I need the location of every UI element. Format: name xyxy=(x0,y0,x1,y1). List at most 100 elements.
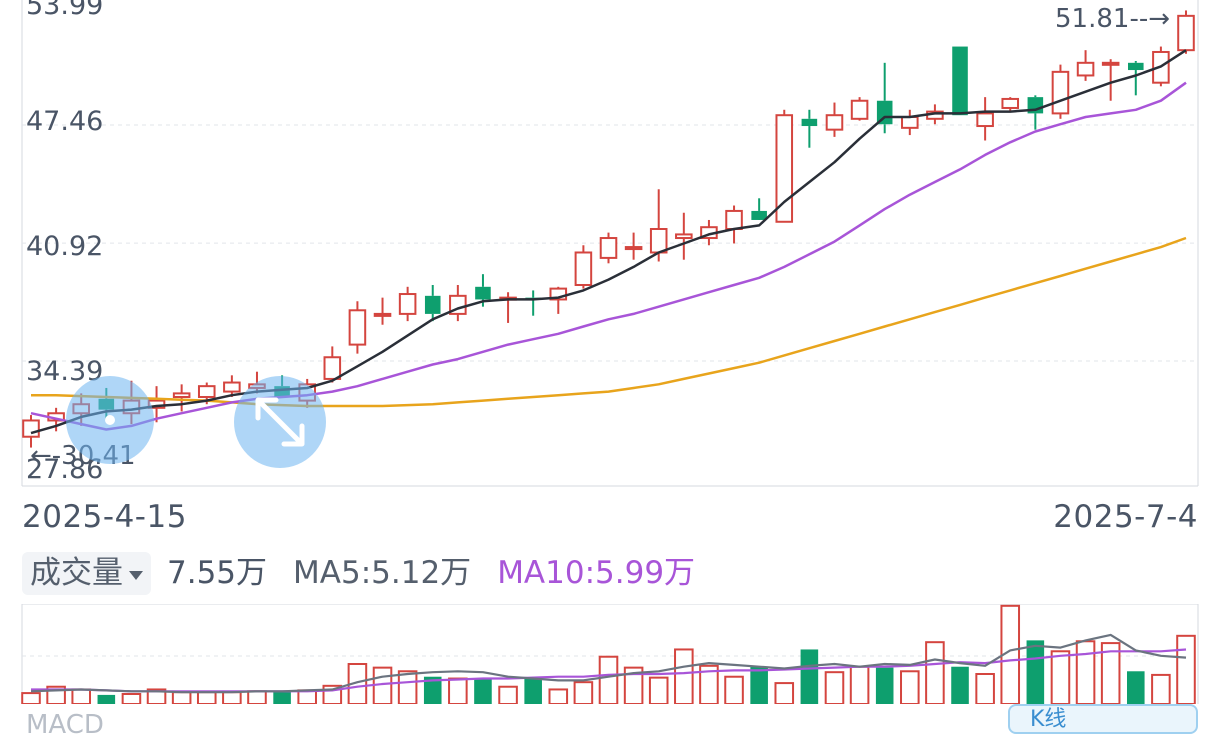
volume-bar-up xyxy=(548,688,569,704)
volume-bar-down xyxy=(800,649,819,704)
date-axis-start: 2025-4-15 xyxy=(22,499,187,535)
candle-body-down xyxy=(424,295,441,314)
candle-body-up xyxy=(549,287,568,301)
candle-body-up xyxy=(1101,61,1120,66)
volume-bar-down xyxy=(951,666,969,704)
candle-body-up xyxy=(1051,70,1070,115)
candle-body-up xyxy=(22,419,40,438)
candle-body-up xyxy=(323,356,342,380)
volume-bar-up xyxy=(824,671,845,704)
volume-bar-up xyxy=(121,693,142,704)
candle xyxy=(373,297,392,325)
volume-bar-up xyxy=(925,641,945,704)
volume-bar-up xyxy=(623,666,644,704)
volume-bar-down xyxy=(423,676,442,704)
candle-body-down xyxy=(475,286,491,300)
volume-bar-down xyxy=(273,691,291,704)
volume-bar-up xyxy=(1151,673,1171,704)
candle-body-down xyxy=(801,118,818,127)
candle xyxy=(751,198,767,220)
price-axis-label-2: 47.46 xyxy=(26,106,104,137)
volume-bar-up xyxy=(1100,642,1121,704)
volume-bar-down xyxy=(524,677,542,704)
ma-long-line xyxy=(31,236,1187,408)
candle-body-up xyxy=(398,293,417,315)
volume-bar-up xyxy=(724,675,744,704)
candle-body-down xyxy=(1127,62,1144,71)
volume-bar-up xyxy=(247,690,267,704)
price-axis-label-bottom: 27.86 xyxy=(26,454,104,485)
macd-hint[interactable]: MACD xyxy=(26,710,104,740)
candle-body-up xyxy=(675,233,693,240)
candle-body-up xyxy=(197,385,216,398)
candle xyxy=(901,109,919,136)
candle xyxy=(1177,10,1195,54)
volume-bar-up xyxy=(222,691,242,704)
ma5-line xyxy=(30,49,1187,435)
volume-bar-up xyxy=(171,691,192,704)
price-axis-label-3: 40.92 xyxy=(26,231,104,262)
candle-body-up xyxy=(574,251,593,286)
volume-bar-up xyxy=(196,691,217,704)
candle xyxy=(499,292,517,323)
candle xyxy=(1001,97,1020,112)
candle xyxy=(775,109,794,223)
candle-body-up xyxy=(599,237,618,259)
volume-bar-up xyxy=(648,676,669,704)
volume-bar-up xyxy=(573,681,594,704)
ma10-line xyxy=(30,81,1187,431)
price-axis-label-top: 53.99 xyxy=(26,0,104,21)
kline-stamp[interactable]: K线 xyxy=(1008,704,1198,734)
volume-bar-up xyxy=(975,673,995,704)
candle xyxy=(976,97,994,141)
candle xyxy=(424,284,441,322)
volume-bar-up xyxy=(900,670,920,704)
candle xyxy=(1076,50,1095,81)
volume-bar-up xyxy=(498,685,518,704)
volume-value: 7.55万 xyxy=(167,554,268,591)
volume-bar-up xyxy=(1075,640,1096,704)
volume-header: 成交量 7.55万 MA5:5.12万 MA10:5.99万 xyxy=(22,548,695,598)
candle-body-up xyxy=(1177,14,1195,52)
candle xyxy=(725,205,743,244)
candle-body-up xyxy=(373,312,392,317)
dot-icon xyxy=(105,415,115,425)
indicator-selector[interactable]: 成交量 xyxy=(22,551,151,595)
volume-bar-up xyxy=(397,670,418,704)
volume-bar-up xyxy=(372,666,393,704)
caret-down-icon xyxy=(129,570,143,580)
candle-body-up xyxy=(1001,97,1020,109)
candle-body-up xyxy=(624,246,643,251)
candle-body-up xyxy=(172,392,191,398)
expand-arrows-icon xyxy=(255,397,305,447)
volume-bar-up xyxy=(448,677,468,704)
candle xyxy=(624,232,643,260)
touch-indicator-dot xyxy=(66,376,154,464)
candle-body-up xyxy=(725,209,743,231)
candle-body-up xyxy=(223,381,241,393)
candle xyxy=(876,62,893,134)
candle xyxy=(172,384,191,412)
candle-body-up xyxy=(775,114,794,223)
candle xyxy=(398,286,417,322)
candlestick-chart[interactable] xyxy=(0,0,1220,500)
indicator-selector-label: 成交量 xyxy=(30,554,123,591)
candle xyxy=(850,97,869,121)
volume-bar-down xyxy=(750,666,768,704)
expand-button[interactable] xyxy=(234,376,326,468)
candle-body-up xyxy=(649,228,668,254)
volume-bar-up xyxy=(1050,650,1071,704)
volume-bar-up xyxy=(674,648,694,704)
candle-body-down xyxy=(751,210,767,220)
candle-body-up xyxy=(850,99,869,120)
candle xyxy=(649,189,668,262)
volume-bar-up xyxy=(297,689,317,704)
volume-bar-up xyxy=(849,665,870,704)
volume-bar-up xyxy=(21,692,41,704)
volume-chart[interactable] xyxy=(0,604,1220,704)
candle xyxy=(675,212,693,260)
volume-ma10: MA10:5.99万 xyxy=(497,554,696,591)
candle-body-up xyxy=(348,309,367,346)
volume-bar-up xyxy=(598,655,619,704)
volume-bar-up xyxy=(774,682,795,704)
